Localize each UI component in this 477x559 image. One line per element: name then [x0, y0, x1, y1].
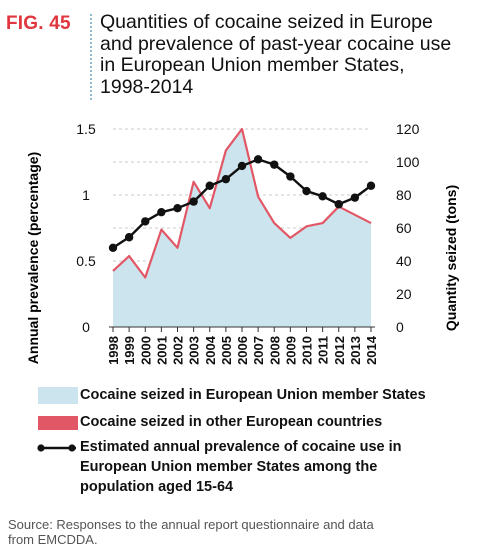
legend-label-line: population aged 15-64: [80, 479, 234, 495]
legend-swatch-line-markers: [37, 444, 76, 452]
prevalence-point: [366, 181, 376, 190]
x-tick-label: 2001: [154, 336, 169, 365]
y-right-tick-label: 0: [396, 319, 404, 335]
y-left-tick-label: 0.5: [76, 253, 96, 269]
title-divider: [90, 14, 92, 100]
prevalence-point: [108, 243, 118, 252]
line-other-seizures: [112, 127, 372, 279]
prevalence-series: [108, 155, 376, 252]
x-tick-label: 2003: [187, 336, 202, 365]
x-tick-label: 2004: [203, 335, 218, 365]
legend-swatch-area: [38, 387, 78, 404]
x-tick-label: 2000: [138, 336, 153, 365]
x-tick-label: 1998: [106, 336, 121, 365]
prevalence-point: [270, 160, 279, 169]
legend-label: Cocaine seized in European Union member …: [80, 387, 426, 403]
x-tick-label: 1999: [122, 336, 137, 365]
title-line: and prevalence of past-year cocaine use: [100, 32, 452, 55]
x-tick-label: 2006: [235, 336, 250, 365]
y-right-tick-label: 80: [396, 187, 412, 203]
prevalence-point: [221, 174, 231, 184]
source-line: Source: Responses to the annual report q…: [8, 517, 374, 532]
x-tick-label: 2010: [300, 336, 315, 365]
title-line: Quantities of cocaine seized in Europe: [100, 11, 433, 33]
y-left-tick-label: 1: [82, 187, 90, 203]
x-tick-label: 2008: [267, 336, 282, 365]
x-tick-label: 2012: [332, 336, 347, 365]
prevalence-point: [334, 200, 343, 209]
y-right-tick-label: 20: [396, 286, 412, 302]
legend-label: Cocaine seized in other European countri…: [80, 414, 383, 430]
figure-number: FIG. 45: [6, 13, 71, 34]
y-right-tick-label: 40: [396, 253, 412, 269]
prevalence-point: [173, 204, 182, 213]
prevalence-point: [237, 161, 247, 171]
red-line-series: [112, 127, 372, 279]
y-axis-left-label: Annual prevalence (percentage): [25, 152, 41, 364]
prevalence-point: [286, 172, 295, 181]
x-tick-label: 2014: [364, 335, 379, 365]
x-tick-label: 2011: [316, 336, 331, 364]
title-line: 1998-2014: [100, 75, 194, 98]
source-line: from EMCDDA.: [8, 532, 98, 547]
prevalence-point: [189, 197, 198, 206]
y-left-tick-label: 0: [82, 319, 90, 335]
legend-swatch-red: [38, 416, 78, 430]
prevalence-point: [302, 186, 311, 196]
y-right-tick-label: 100: [396, 154, 420, 170]
prevalence-point: [318, 192, 327, 201]
area-series: [113, 129, 371, 327]
y-axis-right-label: Quantity seized (tons): [443, 185, 459, 331]
x-tick-label: 2007: [251, 336, 266, 365]
prevalence-point: [141, 217, 150, 226]
legend-item-prevalence: Estimated annual prevalence of cocaine u…: [37, 437, 468, 501]
prevalence-point: [205, 181, 214, 190]
legend-label: Estimated annual prevalence of cocaine u…: [80, 437, 402, 497]
title-line: in European Union member States,: [100, 54, 405, 76]
x-tick-label: 2009: [283, 336, 298, 365]
area-eu-seizures: [113, 129, 371, 327]
x-tick-label: 2005: [219, 336, 234, 365]
legend-item-other-seizures: Cocaine seized in other European countri…: [38, 412, 468, 434]
legend-item-eu-seizures: Cocaine seized in European Union member …: [38, 385, 468, 407]
legend: Cocaine seized in European Union member …: [37, 385, 468, 501]
y-right-tick-label: 60: [396, 220, 412, 236]
legend-label-line: European Union member States among the: [80, 459, 378, 475]
x-tick-label: 2002: [171, 336, 186, 365]
chart-title: Quantities of cocaine seized in Europe a…: [100, 11, 470, 98]
y-right-tick-label: 120: [396, 121, 420, 137]
legend-label-line: Estimated annual prevalence of cocaine u…: [80, 439, 402, 455]
x-tick-label: 2013: [348, 336, 363, 365]
prevalence-point: [350, 193, 360, 202]
y-left-tick-label: 1.5: [76, 121, 96, 137]
source-note: Source: Responses to the annual report q…: [8, 517, 468, 547]
prevalence-point: [157, 207, 166, 217]
prevalence-point: [124, 233, 134, 242]
prevalence-point: [253, 155, 263, 164]
